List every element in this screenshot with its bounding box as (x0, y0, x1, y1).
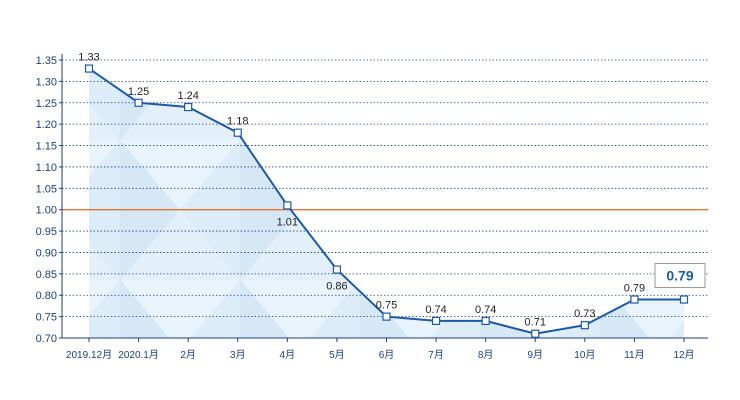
area-fill-layer (89, 68, 684, 339)
data-label: 0.73 (574, 308, 595, 320)
data-label: 1.33 (78, 52, 99, 64)
y-tick-label: 0.95 (36, 226, 57, 238)
data-point-marker (233, 128, 242, 137)
data-label: 0.71 (525, 317, 546, 329)
data-label: 0.74 (475, 304, 496, 316)
y-tick-label: 0.70 (36, 333, 57, 345)
axis-layer: 0.70 0.75 0.80 0.85 0.90 0.95 1.00 1.05 1.10 1.15… (36, 54, 708, 361)
data-point-marker (580, 321, 589, 330)
data-point-marker (184, 102, 193, 112)
data-label: 1.01 (277, 216, 298, 228)
x-tick-label: 3月 (230, 349, 246, 361)
data-point-marker (630, 295, 639, 304)
y-tick-label: 1.35 (36, 55, 57, 67)
x-tick-label: 5月 (329, 349, 345, 361)
y-tick-label: 1.10 (36, 162, 57, 174)
x-tick-label: 6月 (379, 349, 395, 361)
data-point-marker (431, 316, 441, 325)
area-fill (89, 68, 684, 339)
data-label-layer: 1.33 1.25 1.24 1.18 1.01 0.86 0.75 0.74 0.74 0.71… (78, 52, 645, 329)
data-point-marker (481, 316, 490, 325)
highlight-value-label: 0.79 (666, 268, 693, 284)
data-label: 0.86 (326, 281, 347, 293)
x-tick-label: 10月 (574, 349, 595, 361)
y-tick-label: 1.05 (36, 183, 57, 195)
y-tick-label: 1.30 (36, 76, 57, 88)
x-tick-label: 7月 (428, 349, 444, 361)
data-label: 1.18 (227, 116, 248, 128)
y-tick-label: 1.00 (36, 205, 57, 217)
x-tick-label: 9月 (527, 349, 543, 361)
data-point-marker (332, 265, 342, 274)
data-label: 0.74 (425, 304, 446, 316)
highlight-box (654, 263, 706, 289)
highlight-layer: 0.79 (654, 263, 706, 289)
x-tick-label: 11月 (624, 349, 644, 361)
data-point-marker (382, 312, 391, 321)
x-tick-label: 8月 (478, 349, 494, 361)
data-label: 1.25 (128, 86, 149, 98)
marker-layer (84, 64, 689, 338)
x-tick-label: 4月 (280, 349, 296, 361)
y-tick-label: 0.85 (36, 269, 57, 281)
data-point-marker (84, 64, 94, 73)
x-tick-label: 2月 (180, 349, 196, 361)
y-tick-label: 1.20 (36, 119, 57, 131)
data-label: 0.75 (376, 300, 397, 312)
data-point-marker (134, 98, 143, 107)
y-tick-label: 0.90 (36, 247, 57, 259)
data-point-marker (531, 329, 540, 338)
y-tick-label: 1.25 (36, 98, 57, 110)
y-tick-label: 1.15 (36, 141, 57, 153)
y-tick-label: 0.75 (36, 312, 57, 324)
x-tick-label: 2020.1月 (118, 349, 159, 361)
data-label: 1.24 (177, 90, 198, 102)
data-label: 0.79 (624, 283, 645, 295)
data-point-marker (679, 295, 689, 304)
data-point-marker (283, 201, 292, 210)
x-tick-label: 2019.12月 (66, 349, 112, 361)
y-tick-label: 0.80 (36, 290, 57, 302)
x-tick-label: 12月 (673, 349, 694, 361)
